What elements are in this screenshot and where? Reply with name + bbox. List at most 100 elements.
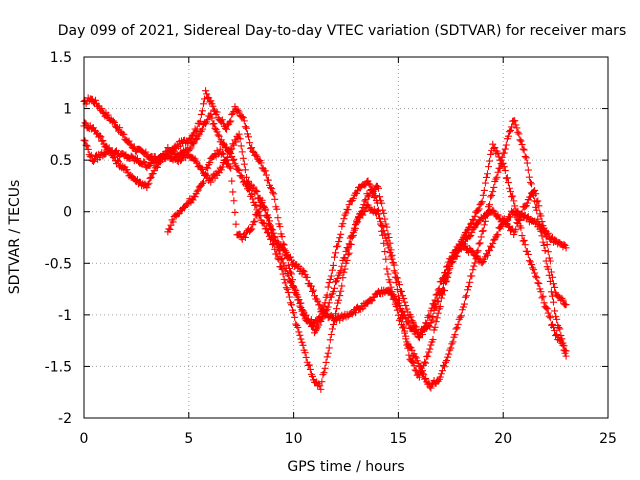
data-point — [258, 199, 266, 207]
data-point — [174, 210, 182, 218]
data-point — [264, 219, 272, 227]
data-point — [110, 118, 118, 126]
data-point — [486, 157, 494, 165]
data-point — [198, 125, 206, 133]
data-point — [338, 282, 346, 290]
data-point — [213, 128, 221, 136]
data-point — [234, 106, 242, 114]
data-point — [310, 286, 318, 294]
data-point — [436, 373, 444, 381]
data-point — [400, 294, 408, 302]
data-point — [511, 117, 519, 125]
data-point — [305, 361, 313, 369]
data-point — [543, 305, 551, 313]
data-point — [523, 159, 531, 167]
data-point — [350, 224, 358, 232]
data-point — [376, 193, 384, 201]
data-point — [502, 217, 510, 225]
data-point — [546, 257, 554, 265]
data-point — [512, 226, 520, 234]
data-point — [398, 287, 406, 295]
data-point — [527, 180, 535, 188]
data-point — [223, 125, 231, 133]
data-point — [235, 130, 243, 138]
data-point — [442, 358, 450, 366]
data-point — [242, 173, 250, 181]
data-point — [538, 294, 546, 302]
data-point — [186, 145, 194, 153]
data-point — [489, 240, 497, 248]
data-point — [562, 301, 570, 309]
data-point — [378, 222, 386, 230]
data-point — [295, 328, 303, 336]
data-point — [206, 159, 214, 167]
data-point — [203, 90, 211, 98]
data-point — [247, 226, 255, 234]
data-point — [533, 274, 541, 282]
data-point — [535, 202, 543, 210]
data-point — [81, 119, 89, 127]
data-point — [223, 143, 231, 151]
data-point — [496, 164, 504, 172]
data-point — [341, 254, 349, 262]
data-point — [509, 192, 517, 200]
data-point — [523, 247, 531, 255]
data-point — [478, 259, 486, 267]
axis-ticks: 0 5 10 15 20 25 1.5 1 0.5 0 -0.5 -1 -1.5 -2 — [45, 50, 617, 447]
data-point — [337, 287, 345, 295]
data-point — [304, 315, 312, 323]
data-point — [263, 228, 271, 236]
data-point — [545, 312, 553, 320]
data-point — [115, 158, 123, 166]
data-point — [294, 323, 302, 331]
data-point — [271, 195, 279, 203]
data-point — [318, 315, 326, 323]
data-point — [92, 96, 100, 104]
data-point — [503, 216, 511, 224]
data-point — [429, 300, 437, 308]
data-point — [408, 357, 416, 365]
data-point — [454, 246, 462, 254]
data-point — [306, 365, 314, 373]
data-point — [382, 255, 390, 263]
data-point — [494, 150, 502, 158]
data-point — [399, 307, 407, 315]
data-point — [283, 285, 291, 293]
data-point — [454, 320, 462, 328]
data-point — [477, 199, 485, 207]
data-point — [404, 344, 412, 352]
data-point — [149, 170, 157, 178]
data-point — [507, 213, 515, 221]
data-point — [379, 222, 387, 230]
data-point — [530, 266, 538, 274]
data-point — [380, 227, 388, 235]
data-point — [547, 235, 555, 243]
data-point — [452, 325, 460, 333]
data-points — [80, 87, 570, 393]
data-point — [514, 128, 522, 136]
data-point — [381, 215, 389, 223]
y-tick-label: -1.5 — [45, 359, 72, 375]
data-point — [348, 310, 356, 318]
data-point — [248, 144, 256, 152]
data-point — [327, 293, 335, 301]
data-point — [248, 225, 256, 233]
data-point — [489, 188, 497, 196]
data-point — [488, 243, 496, 251]
data-point — [393, 274, 401, 282]
data-point — [383, 265, 391, 273]
data-point — [401, 298, 409, 306]
data-point — [265, 221, 273, 229]
data-point — [235, 108, 243, 116]
data-point — [143, 184, 151, 192]
data-point — [215, 132, 223, 140]
data-point — [302, 353, 310, 361]
data-point — [204, 116, 212, 124]
data-point — [487, 193, 495, 201]
data-point — [508, 123, 516, 131]
data-point — [252, 151, 260, 159]
series-track-4 — [164, 145, 570, 342]
data-point — [464, 286, 472, 294]
data-point — [340, 268, 348, 276]
data-point — [236, 135, 244, 143]
